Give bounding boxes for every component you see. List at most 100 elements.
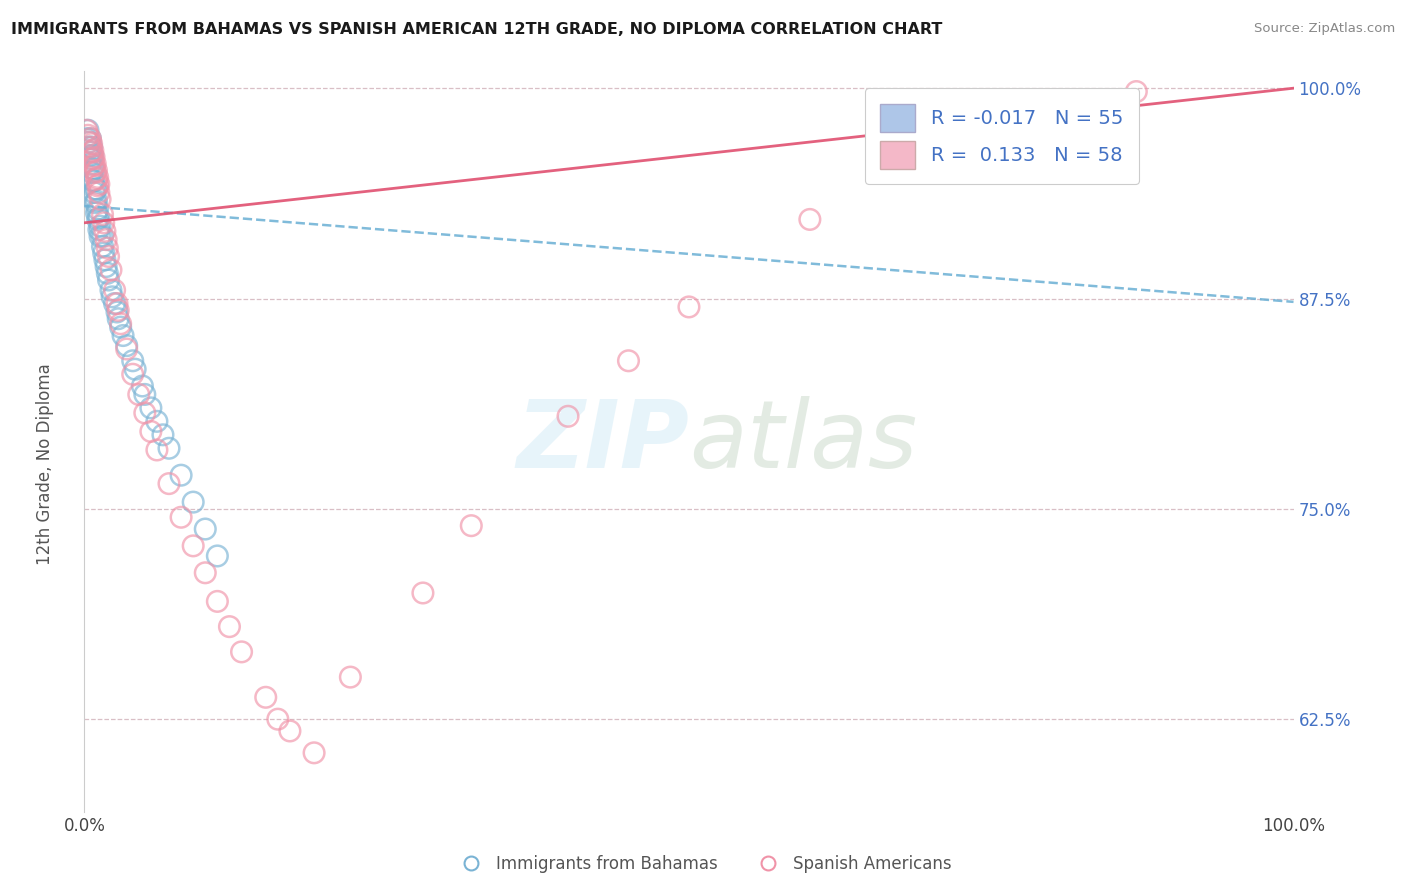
Point [799, 212, 821, 227]
Point [94, 224, 117, 238]
Point [80, 152, 103, 166]
Point [89, 229, 111, 244]
Point [84, 157, 107, 171]
Point [94, 233, 117, 247]
Point [84, 165, 107, 179]
Point [302, 746, 325, 760]
Point [278, 723, 301, 738]
Point [77, 123, 100, 137]
Point [83, 174, 105, 188]
Point [194, 522, 217, 536]
Point [76, 131, 98, 145]
Point [80, 165, 103, 179]
Text: IMMIGRANTS FROM BAHAMAS VS SPANISH AMERICAN 12TH GRADE, NO DIPLOMA CORRELATION C: IMMIGRANTS FROM BAHAMAS VS SPANISH AMERI… [11, 22, 942, 37]
Point [139, 425, 162, 439]
Point [110, 320, 132, 334]
Point [105, 305, 128, 319]
Point [181, 495, 204, 509]
Point [181, 539, 204, 553]
Point [617, 353, 640, 368]
Point [339, 670, 361, 684]
Point [83, 161, 105, 176]
Point [107, 311, 129, 326]
Point [80, 140, 103, 154]
Point [254, 690, 277, 705]
Point [134, 387, 156, 401]
Point [79, 131, 101, 145]
Point [77, 140, 100, 154]
Point [97, 273, 120, 287]
Point [1125, 85, 1147, 99]
Point [93, 216, 115, 230]
Point [96, 266, 118, 280]
Point [86, 182, 108, 196]
Point [121, 368, 143, 382]
Point [100, 263, 122, 277]
Point [77, 148, 100, 162]
Point [115, 342, 138, 356]
Point [79, 140, 101, 154]
Point [84, 195, 107, 210]
Point [86, 212, 108, 227]
Point [170, 468, 193, 483]
Point [84, 182, 107, 196]
Text: atlas: atlas [689, 396, 917, 487]
Point [86, 178, 108, 193]
Point [146, 414, 169, 428]
Point [157, 476, 180, 491]
Point [157, 442, 180, 456]
Point [89, 219, 111, 234]
Point [115, 338, 138, 352]
Point [86, 202, 108, 217]
Point [82, 161, 104, 176]
Point [94, 260, 117, 274]
Point [82, 174, 104, 188]
Point [121, 353, 143, 368]
Point [678, 300, 700, 314]
Point [77, 135, 100, 149]
Point [86, 163, 108, 178]
Point [91, 239, 114, 253]
Point [218, 619, 240, 633]
Point [82, 148, 104, 162]
Point [86, 172, 108, 186]
Point [82, 152, 104, 166]
Point [94, 252, 117, 267]
Point [93, 246, 115, 260]
Point [920, 165, 942, 179]
Point [80, 136, 103, 151]
Text: ZIP: ZIP [516, 395, 689, 488]
Point [101, 290, 124, 304]
Point [194, 566, 217, 580]
Text: 12th Grade, No Diploma: 12th Grade, No Diploma [37, 363, 53, 565]
Point [91, 207, 114, 221]
Point [231, 645, 253, 659]
Point [134, 406, 156, 420]
Point [104, 296, 127, 310]
Point [80, 145, 103, 160]
Point [86, 170, 108, 185]
Point [105, 296, 128, 310]
Legend: R = -0.017   N = 55, R =  0.133   N = 58: R = -0.017 N = 55, R = 0.133 N = 58 [865, 88, 1139, 185]
Point [83, 150, 105, 164]
Point [83, 159, 105, 173]
Point [104, 283, 127, 297]
Point [139, 401, 162, 415]
Point [96, 241, 118, 255]
Point [83, 186, 105, 200]
Point [86, 205, 108, 219]
Point [112, 328, 135, 343]
Point [100, 283, 122, 297]
Point [207, 594, 229, 608]
Point [97, 249, 120, 264]
Point [131, 379, 153, 393]
Point [146, 442, 169, 457]
Point [267, 712, 290, 726]
Point [1040, 123, 1063, 137]
Point [412, 586, 434, 600]
Legend: Immigrants from Bahamas, Spanish Americans: Immigrants from Bahamas, Spanish America… [449, 848, 957, 880]
Point [76, 123, 98, 137]
Point [87, 177, 110, 191]
Point [89, 192, 111, 206]
Point [77, 128, 100, 143]
